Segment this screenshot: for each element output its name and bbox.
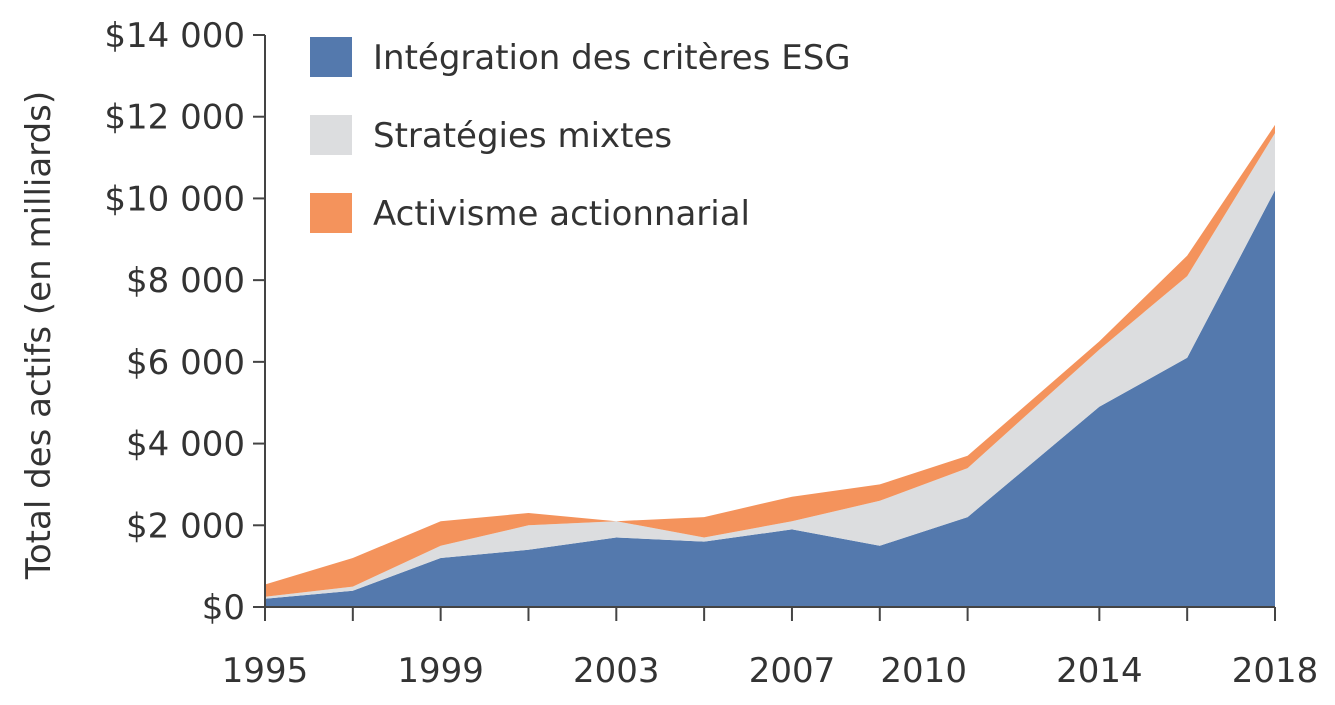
x-tick-label: 2018 — [1232, 651, 1319, 691]
chart-axes: $0 $2 000 $4 000 $6 000 $8 000 $10 000 $12 000… — [104, 16, 1318, 691]
legend-swatch — [310, 115, 352, 155]
y-tick-label: $2 000 — [126, 506, 245, 546]
y-tick-label: $12 000 — [104, 98, 245, 138]
legend-label: Stratégies mixtes — [373, 116, 672, 156]
area-series-1 — [265, 190, 1275, 608]
y-axis-title: Total des actifs (en milliards) — [19, 91, 59, 580]
y-tick-label: $14 000 — [104, 16, 245, 56]
x-tick-label: 1995 — [222, 651, 309, 691]
y-tick-label: $4 000 — [126, 425, 245, 465]
legend-label: Intégration des critères ESG — [373, 38, 851, 78]
chart-areas — [265, 124, 1275, 608]
legend-swatch — [310, 37, 352, 77]
x-tick-label: 2007 — [749, 651, 836, 691]
x-tick-label: 1999 — [397, 651, 484, 691]
y-tick-label: $10 000 — [104, 179, 245, 219]
legend-label: Activisme actionnarial — [373, 194, 750, 234]
y-tick-label: $8 000 — [126, 261, 245, 301]
y-tick-label: $0 — [202, 588, 245, 628]
x-tick-label: 2003 — [573, 651, 660, 691]
legend-swatch — [310, 193, 352, 233]
legend: Intégration des critères ESG Stratégies m… — [310, 37, 851, 234]
x-tick-label: 2014 — [1056, 651, 1143, 691]
x-tick-label: 2010 — [880, 651, 967, 691]
y-tick-label: $6 000 — [126, 343, 245, 383]
area-series-3 — [265, 124, 1275, 597]
